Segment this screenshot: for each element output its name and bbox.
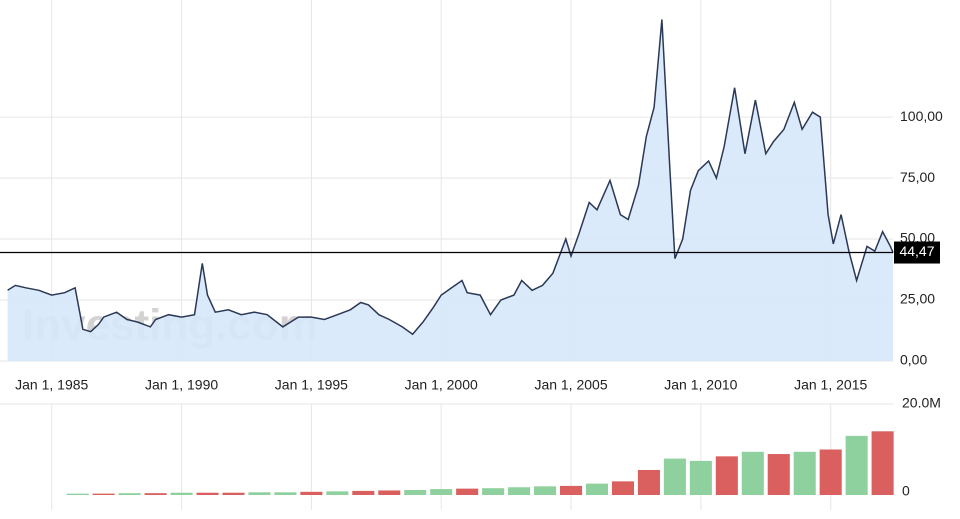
volume-bar (585, 483, 609, 495)
volume-bar (66, 493, 89, 495)
volume-bar (300, 491, 323, 495)
y-tick-label: 0 (902, 483, 910, 499)
y-tick-label: 75,00 (900, 169, 935, 185)
x-tick-label: Jan 1, 2005 (534, 377, 607, 393)
x-tick-label: Jan 1, 2000 (405, 377, 478, 393)
volume-bar (482, 488, 505, 495)
volume-bar (871, 431, 894, 495)
y-tick-label: 25,00 (900, 291, 935, 307)
volume-bar (196, 492, 219, 495)
price-area (7, 19, 893, 361)
price-line (7, 19, 894, 336)
x-tick-label: Jan 1, 1985 (15, 377, 88, 393)
volume-bar (456, 488, 479, 495)
volume-bar (508, 487, 531, 495)
x-tick-label: Jan 1, 2015 (794, 377, 867, 393)
volume-bar (92, 493, 115, 495)
volume-bar (326, 491, 349, 495)
volume-bar (767, 454, 790, 495)
volume-bar (430, 489, 453, 495)
volume-bar (170, 492, 193, 495)
volume-bar (637, 469, 660, 495)
x-tick-label: Jan 1, 1990 (145, 377, 218, 393)
volume-bar (663, 458, 686, 495)
volume-bar (819, 449, 842, 495)
volume-bar (248, 492, 271, 495)
last-price-label: 44,47 (899, 243, 934, 259)
volume-bar (118, 493, 141, 495)
volume-bar (144, 493, 167, 495)
volume-bar (793, 451, 816, 495)
volume-bar (274, 492, 297, 495)
y-tick-label: 20.0M (902, 395, 941, 411)
volume-bar (560, 485, 583, 495)
volume-bar (845, 435, 868, 495)
volume-bar (534, 486, 557, 495)
x-tick-label: Jan 1, 2010 (664, 377, 737, 393)
y-tick-label: 0,00 (900, 352, 927, 368)
volume-bar (222, 492, 245, 495)
volume-bar (689, 460, 712, 495)
volume-bar (378, 490, 401, 495)
y-tick-label: 100,00 (900, 108, 943, 124)
volume-bar (611, 481, 634, 495)
volume-bar (352, 490, 375, 495)
volume-bar (715, 456, 738, 495)
volume-bar (404, 489, 427, 495)
last-price-box (894, 241, 940, 264)
x-tick-label: Jan 1, 1995 (275, 377, 348, 393)
volume-bar (741, 451, 764, 495)
